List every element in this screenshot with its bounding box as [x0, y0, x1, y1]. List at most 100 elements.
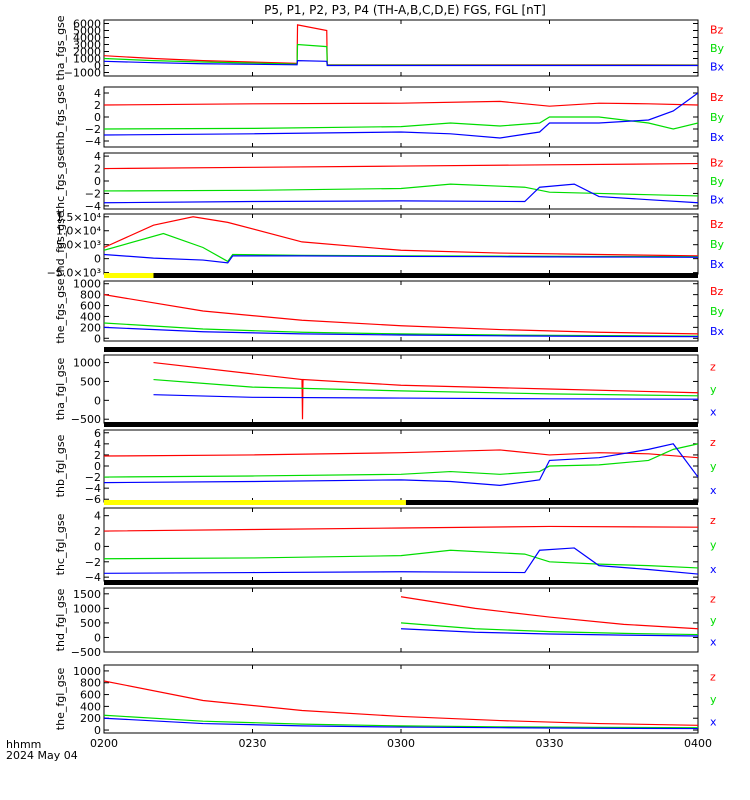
y-tick-label: 800: [80, 677, 101, 690]
y-tick-label: 2: [94, 525, 101, 538]
y-tick-label: −4: [85, 571, 101, 584]
panel-frame: [103, 507, 699, 582]
y-axis-label: the_fgl_gse: [54, 668, 67, 731]
y-tick-label: 0: [94, 460, 101, 473]
legend-entry-y: y: [710, 383, 717, 396]
y-tick-label: 1000: [73, 357, 101, 370]
legend-entry-Bx: Bx: [710, 194, 725, 207]
series-line-y: [104, 443, 698, 478]
y-tick-label: 0: [94, 631, 101, 644]
y-tick-label: 4000: [73, 32, 101, 45]
y-tick-label: −1000: [64, 67, 101, 80]
panel-3: 420−2−4 thc_fgs_gse Bz By Bx: [54, 149, 725, 214]
series-line-z: [104, 680, 698, 726]
panel-8: 4 2 0 −2 −4 thc_fgl_gse zyx: [54, 507, 717, 584]
x-axis: 0200 0230 0300 0330 0400: [90, 737, 712, 750]
y-axis-label: tha_fgl_gse: [54, 358, 67, 421]
legend-entry-Bz: Bz: [710, 285, 724, 298]
y-tick-label: −500: [71, 646, 101, 659]
y-tick-label: 4: [94, 87, 101, 100]
legend-entry-Bz: Bz: [710, 218, 724, 231]
y-tick-label: −2: [85, 187, 101, 200]
series-line-z: [153, 361, 698, 420]
series-line-By: [104, 322, 698, 337]
legend-entry-y: y: [710, 460, 717, 473]
legend-entry-x: x: [710, 406, 717, 419]
y-tick-label: −4: [85, 482, 101, 495]
y-tick-label: 2: [94, 99, 101, 112]
status-bars-group: [104, 273, 698, 585]
y-tick-label: 0: [94, 111, 101, 124]
series-line-z: [400, 596, 698, 630]
legend-entry-z: z: [710, 593, 716, 606]
series-line-x: [153, 394, 698, 400]
status-bar-segment: [104, 500, 406, 505]
legend-entry-z: z: [710, 436, 716, 449]
x-tick-label: 0230: [239, 737, 267, 750]
legend-entry-Bx: Bx: [710, 61, 725, 74]
series-line-By: [104, 116, 698, 130]
legend-entry-Bx: Bx: [710, 258, 725, 271]
legend-entry-x: x: [710, 716, 717, 729]
y-tick-label: 4: [94, 150, 101, 163]
series-line-y: [400, 622, 698, 636]
panel-frame: [103, 354, 699, 424]
series-line-Bx: [104, 59, 698, 67]
y-tick-label: 400: [80, 310, 101, 323]
figure-title: P5, P1, P2, P3, P4 (TH-A,B,C,D,E) FGS, F…: [264, 3, 546, 17]
legend-entry-By: By: [710, 111, 725, 124]
legend-entry-By: By: [710, 42, 725, 55]
y-tick-label: 500: [80, 375, 101, 388]
y-axis-label: thd_fgl_gse: [54, 588, 67, 651]
legend-entry-By: By: [710, 175, 725, 188]
series-line-y: [104, 549, 698, 569]
series-line-Bz: [104, 216, 698, 257]
y-axis-label: thc_fgs_gse: [54, 149, 67, 214]
footer-hhmm-label: hhmm: [6, 738, 41, 751]
y-tick-label: 1.0×10⁴: [56, 225, 102, 238]
series-line-Bx: [104, 253, 698, 264]
series-line-x: [104, 717, 698, 730]
y-tick-label: 1.5×10⁴: [56, 211, 102, 224]
panel-2: 420−2−4 thb_fgs_gse Bz By Bx: [54, 84, 725, 150]
panels-group: 6000500040003000200010000−1000tha_fgs_gs…: [47, 15, 725, 737]
series-line-z: [104, 449, 698, 459]
legend-entry-z: z: [710, 360, 716, 373]
y-tick-label: 0: [94, 540, 101, 553]
series-line-Bx: [104, 92, 698, 139]
status-bar-segment: [104, 273, 154, 278]
series-line-y: [104, 714, 698, 729]
legend-entry-Bz: Bz: [710, 23, 724, 36]
series-line-Bx: [104, 326, 698, 338]
y-tick-label: 4: [94, 510, 101, 523]
status-bar-segment: [153, 273, 698, 278]
y-tick-label: 400: [80, 700, 101, 713]
legend-entry-By: By: [710, 238, 725, 251]
series-line-z: [104, 525, 698, 532]
y-tick-label: 500: [80, 617, 101, 630]
y-axis-label: the_fgs_gse: [54, 278, 67, 343]
series-line-Bx: [104, 183, 698, 204]
status-bar-segment: [104, 580, 698, 585]
y-tick-label: 5.0×10³: [56, 239, 101, 252]
panel-frame: [103, 86, 699, 148]
series-line-By: [104, 43, 698, 66]
y-axis-label: thc_fgl_gse: [54, 513, 67, 575]
y-tick-label: −2: [85, 556, 101, 569]
legend-entry-z: z: [710, 670, 716, 683]
y-tick-label: −2: [85, 471, 101, 484]
y-tick-label: 1500: [73, 588, 101, 601]
legend-entry-x: x: [710, 484, 717, 497]
legend-entry-y: y: [710, 614, 717, 627]
series-line-Bz: [104, 162, 698, 170]
panel-4: 1.5×10⁴1.0×10⁴5.0×10³0−5.0×10³thd_fgs_gs…: [47, 211, 725, 280]
y-axis-label: thb_fgs_gse: [54, 84, 67, 150]
y-tick-label: −5.0×10³: [47, 267, 101, 280]
panel-6: 1000 500 0 −500 tha_fgl_gse zyx: [54, 354, 717, 426]
y-tick-label: 1000: [73, 53, 101, 66]
y-tick-label: 0: [94, 175, 101, 188]
series-line-x: [400, 628, 698, 637]
legend-entry-y: y: [710, 693, 717, 706]
